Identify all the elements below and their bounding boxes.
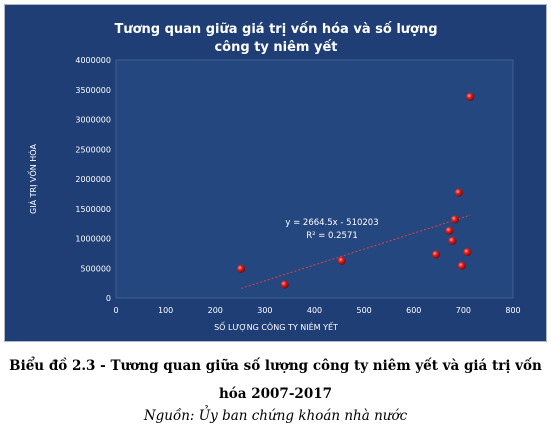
- trendline: [240, 214, 471, 289]
- data-point: [237, 264, 246, 273]
- y-tick-label: 500000: [80, 264, 111, 273]
- x-tick-label: 500: [356, 306, 371, 315]
- y-tick-label: 4000000: [75, 56, 111, 65]
- y-tick-label: 2500000: [75, 145, 111, 154]
- x-tick-label: 200: [208, 306, 223, 315]
- figure-caption: Biểu đồ 2.3 - Tương quan giữa số lượng c…: [9, 358, 542, 402]
- y-axis-label: GIÁ TRỊ VỐN HÓA: [26, 144, 39, 214]
- x-tick-label: 800: [505, 306, 520, 315]
- y-axis-ticks: 0 500000 1000000 1500000 2000000 2500000 30000…: [75, 56, 111, 303]
- x-tick-label: 100: [158, 306, 173, 315]
- data-point: [454, 188, 463, 197]
- x-tick-label: 600: [406, 306, 421, 315]
- y-tick-label: 1500000: [75, 205, 111, 214]
- x-axis-label: SỐ LƯỢNG CÔNG TY NIÊM YẾT: [214, 320, 338, 332]
- data-point: [280, 280, 289, 289]
- data-points: [237, 92, 475, 289]
- data-point: [450, 215, 459, 224]
- data-point: [445, 226, 454, 235]
- data-point: [466, 92, 475, 101]
- trendline-r-squared: R² = 0.2571: [306, 231, 358, 241]
- data-point: [432, 250, 441, 259]
- y-tick-label: 2000000: [75, 175, 111, 184]
- scatter-chart: Tương quan giữa giá trị vốn hóa và số lư…: [26, 22, 521, 332]
- x-axis-ticks: 0 100 200 300 400 500 600 700 800: [113, 306, 520, 315]
- y-tick-label: 3500000: [75, 86, 111, 95]
- data-point: [337, 256, 346, 265]
- y-tick-label: 3000000: [75, 116, 111, 125]
- figure-source: Nguồn: Ủy ban chứng khoán nhà nước: [143, 408, 408, 424]
- chart-title-line1: Tương quan giữa giá trị vốn hóa và số lư…: [114, 22, 437, 37]
- chart-panel: Tương quan giữa giá trị vốn hóa và số lư…: [4, 4, 547, 342]
- data-point: [463, 248, 472, 257]
- y-tick-label: 1000000: [75, 235, 111, 244]
- x-tick-label: 700: [456, 306, 471, 315]
- plot-area: [115, 59, 514, 299]
- trendline-equation: y = 2664.5x - 510203: [285, 218, 378, 228]
- chart-title-line2: công ty niêm yết: [214, 40, 337, 55]
- y-tick-label: 0: [106, 294, 111, 303]
- x-tick-label: 300: [257, 306, 272, 315]
- data-point: [457, 261, 466, 270]
- data-point: [448, 236, 457, 245]
- x-tick-label: 0: [113, 306, 118, 315]
- x-tick-label: 400: [307, 306, 322, 315]
